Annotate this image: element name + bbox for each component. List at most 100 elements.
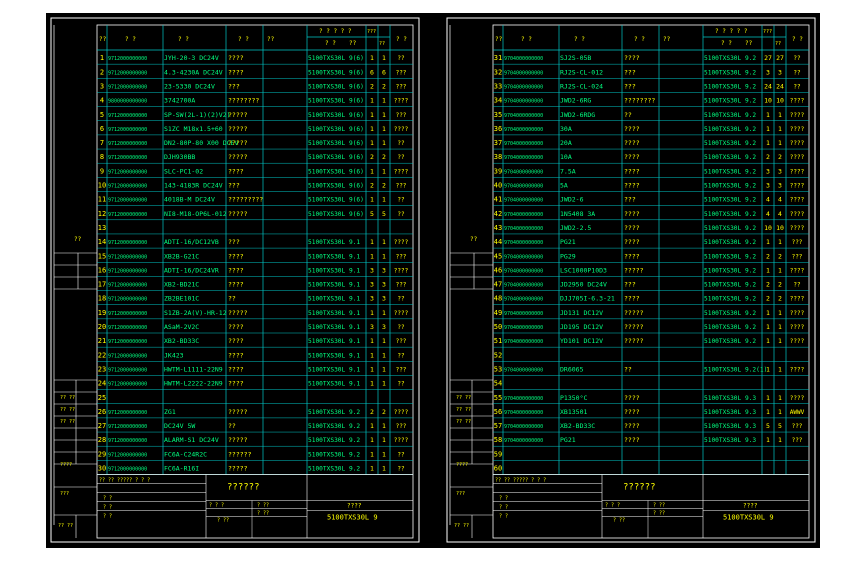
row-q1: 1	[766, 408, 770, 416]
inner-border	[96, 24, 414, 539]
title-mid: ? ? ?	[605, 503, 620, 509]
row-no: 48	[494, 295, 502, 303]
row-q1: 1	[370, 54, 374, 62]
title-mid: ? ??	[257, 503, 269, 509]
row-q1: 1	[370, 450, 374, 458]
header-q1: ???	[763, 29, 772, 35]
row-name: 1N5408 3A	[560, 210, 595, 218]
row-q2: 3	[382, 323, 386, 331]
row-no: 39	[494, 167, 502, 175]
row-c3: ????????	[624, 97, 655, 105]
row-code: 9712000000000	[108, 283, 147, 289]
row-no: 31	[494, 54, 502, 62]
left-strip-label: ?? ??	[60, 407, 75, 413]
row-code: 9712000000000	[108, 184, 147, 190]
left-strip-label: ?? ??	[456, 419, 471, 425]
row-q2: 5	[778, 422, 782, 430]
row-rem: ????	[790, 98, 805, 105]
row-no: 20	[98, 323, 106, 331]
row-q1: 3	[370, 295, 374, 303]
header-ref-sub: ? ?	[721, 40, 732, 47]
row-rem: ??	[397, 55, 405, 62]
title-mid: ? ??	[653, 511, 665, 517]
row-q2: 1	[382, 139, 386, 147]
row-name: 10A	[560, 153, 572, 161]
row-rem: ???	[792, 423, 803, 430]
row-q2: 1	[382, 337, 386, 345]
row-code: 9704000000000	[504, 56, 543, 62]
row-q1: 3	[766, 167, 770, 175]
title-big: ??????	[623, 483, 656, 493]
inner-border	[492, 24, 810, 539]
row-q2: 1	[382, 436, 386, 444]
row-q2: 1	[382, 351, 386, 359]
row-name: NI8-M18-OP6L-012	[164, 210, 227, 218]
row-q2: 1	[382, 252, 386, 260]
row-rem: ???	[792, 437, 803, 444]
row-rem: ??	[397, 381, 405, 388]
row-name: YD101 DC12V	[560, 337, 603, 345]
row-no: 29	[98, 450, 106, 458]
row-q2: 1	[778, 125, 782, 133]
row-no: 19	[98, 309, 106, 317]
row-q1: 3	[370, 266, 374, 274]
row-q1: 2	[766, 252, 770, 260]
row-name: 5A	[560, 182, 568, 190]
row-q1: 1	[766, 111, 770, 119]
row-no: 1	[100, 54, 104, 62]
row-q1: 1	[766, 436, 770, 444]
row-code: 9704000000000	[504, 325, 543, 331]
left-strip-label: ???	[456, 491, 465, 497]
row-no: 5	[100, 111, 104, 119]
header-ref-sub: ? ?	[325, 40, 336, 47]
row-q2: 2	[778, 153, 782, 161]
row-name: DJJ705I-6.3-21	[560, 295, 615, 303]
row-ref: 5100TXS30L 9(6)	[308, 197, 364, 204]
row-rem: ????	[790, 296, 805, 303]
row-ref: 5100TXS30L 9.2	[308, 437, 360, 444]
row-q1: 1	[370, 465, 374, 473]
row-q1: 3	[370, 323, 374, 331]
row-code: 9704000000000	[504, 84, 543, 90]
row-c3: ??????	[228, 450, 252, 458]
row-rem: ??	[397, 140, 405, 147]
row-name: DJH930BB	[164, 153, 195, 161]
row-c3: ????	[228, 54, 244, 62]
row-code: 9712000000000	[108, 297, 147, 303]
row-ref: 5100TXS30L 9(6)	[308, 98, 364, 105]
row-name: HWTM-L1111-22N9	[164, 365, 223, 373]
row-ref: 5100TXS30L 9(6)	[308, 112, 364, 119]
row-c3: ?????	[624, 266, 644, 274]
row-no: 18	[98, 295, 106, 303]
row-q1: 3	[766, 68, 770, 76]
sheet-frame	[446, 17, 816, 543]
row-rem: ????	[790, 267, 805, 274]
left-strip-label: ???	[60, 491, 69, 497]
row-c3: ????	[624, 167, 640, 175]
row-rem: ???	[396, 83, 407, 90]
row-q2: 1	[382, 465, 386, 473]
row-c3: ??	[624, 111, 632, 119]
row-q2: 10	[776, 224, 784, 232]
row-rem: ??	[793, 55, 801, 62]
row-code: 9712000000000	[108, 113, 147, 119]
row-q1: 2	[370, 82, 374, 90]
row-code: 9712000000000	[108, 382, 147, 388]
row-code: 9704000000000	[504, 226, 543, 232]
title-small: ? ?	[103, 514, 112, 520]
row-no: 25	[98, 394, 106, 402]
row-ref: 5100TXS30L 9.2	[704, 338, 756, 345]
row-no: 6	[100, 125, 104, 133]
row-name: 30A	[560, 125, 572, 133]
row-c3: ????	[624, 224, 640, 232]
row-q2: 2	[382, 82, 386, 90]
title-right: ????	[347, 503, 362, 510]
title-mid: ? ??	[653, 503, 665, 509]
row-no: 16	[98, 266, 106, 274]
row-rem: ????	[394, 267, 409, 274]
row-c3: ???	[624, 281, 636, 289]
row-c3: ????	[624, 252, 640, 260]
row-name: PG21	[560, 238, 576, 246]
row-name: XB2B-G21C	[164, 252, 199, 260]
row-q2: 6	[382, 68, 386, 76]
